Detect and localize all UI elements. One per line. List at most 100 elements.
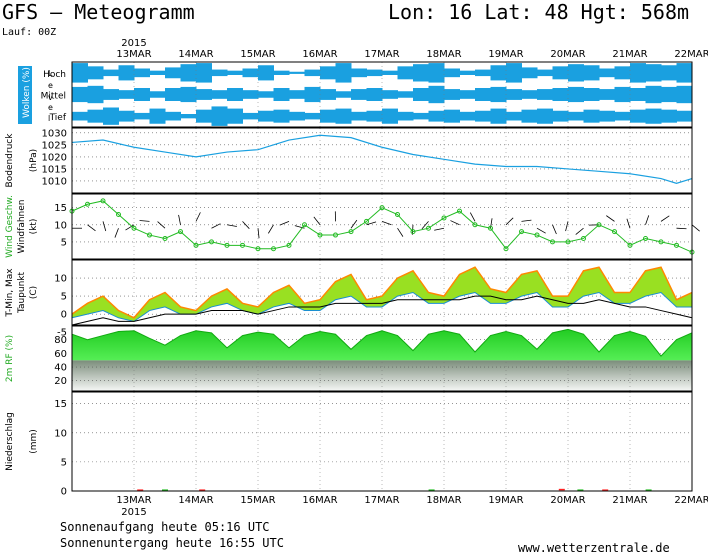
sunrise-text: Sonnenaufgang heute 05:16 UTC — [60, 520, 270, 534]
cloud-cell-tief — [304, 112, 321, 120]
bottom-tick-label: 20MAR — [550, 495, 585, 506]
clouds-frame — [71, 61, 693, 128]
top-tick-label: 15MAR — [240, 49, 275, 60]
y-tick-label: 40 — [54, 363, 67, 374]
cloud-cell-hoch — [227, 70, 243, 75]
cloud-cell-tief — [506, 111, 522, 121]
cloud-level-label: Tief — [49, 113, 67, 123]
top-time-axis: 13MAR 14MAR 15MAR 16MAR 17MAR 18MAR 19MAR 20MAR… — [116, 38, 708, 60]
wind-speed-point — [612, 229, 617, 235]
cloud-cell-tief — [521, 109, 538, 123]
cloud-cell-hoch — [490, 65, 507, 81]
cloud-cell-mittel — [552, 88, 569, 101]
precip-bar — [602, 489, 609, 491]
precip-bar — [428, 489, 435, 491]
cloud-cell-hoch — [537, 69, 553, 77]
wind-barb — [279, 220, 290, 226]
cloud-cell-mittel — [242, 90, 259, 99]
cloud-cell-mittel — [227, 88, 243, 101]
cloud-cell-hoch — [211, 69, 228, 77]
top-tick-label: 18MAR — [426, 49, 461, 60]
y-tick-label: 60 — [54, 349, 67, 360]
wind-barb — [505, 217, 514, 226]
cloud-cell-mittel — [506, 89, 522, 100]
cloud-cell-tief — [87, 109, 104, 123]
cloud-cell-tief — [676, 110, 693, 122]
precipitation-ylabel: Niederschlag — [5, 412, 15, 471]
wind-barb — [268, 224, 274, 234]
cloud-cell-hoch — [630, 63, 646, 83]
y-tick-label: -5 — [57, 328, 67, 339]
y-tick-label: 1010 — [42, 176, 67, 187]
cloud-cell-tief — [552, 110, 569, 122]
cloud-cell-mittel — [351, 89, 367, 100]
wind-barb — [139, 220, 150, 222]
top-tick-label: 20MAR — [550, 49, 585, 60]
cloud-cell-hoch — [599, 68, 615, 78]
wind-barb — [660, 215, 670, 222]
precip-bar — [137, 489, 144, 491]
y-tick-label: 20 — [54, 376, 67, 387]
cloud-cell-mittel — [645, 85, 662, 104]
wind-barb — [195, 212, 201, 222]
y-tick-label: 5 — [61, 292, 67, 303]
precipitation-frame — [71, 391, 693, 492]
cloud-cell-tief — [351, 111, 367, 121]
wind-speed-point — [457, 208, 462, 214]
cloud-cell-hoch — [366, 69, 383, 77]
cloud-cell-mittel — [676, 85, 693, 104]
cloud-cell-hoch — [397, 66, 414, 80]
cloud-cell-mittel — [413, 88, 429, 101]
cloud-cell-mittel — [134, 88, 150, 101]
sunset-text: Sonnenuntergang heute 16:55 UTC — [60, 536, 284, 550]
top-tick-label: 22MAR — [674, 49, 708, 60]
y-tick-label: 10 — [54, 220, 67, 231]
cloud-cell-tief — [103, 107, 119, 125]
bottom-tick-label: 13MAR — [116, 495, 151, 506]
cloud-cell-mittel — [599, 89, 615, 100]
temperature-ylabel2: Taupunkt — [17, 271, 27, 314]
cloud-cell-tief — [258, 110, 274, 122]
level-letter: L — [48, 69, 53, 78]
y-tick-label: 1015 — [42, 164, 67, 175]
cloud-cell-tief — [661, 109, 677, 123]
wind-barb — [397, 227, 404, 237]
wind-speed-point — [131, 225, 137, 231]
wind-barb — [226, 224, 237, 227]
wind-barb — [434, 227, 445, 231]
cloud-level-label: Hoch — [43, 70, 66, 80]
temperature-frame — [71, 259, 693, 326]
wind-speed-point — [395, 212, 400, 218]
temperature-ylabel: T-Min, Max — [5, 268, 15, 318]
cloud-cell-mittel — [196, 89, 212, 100]
humidity-area — [72, 329, 692, 361]
cloud-cell-tief — [366, 110, 383, 122]
cloud-cell-hoch — [258, 65, 274, 81]
wind-barb — [676, 227, 687, 230]
humidity-frame — [71, 325, 693, 392]
site-link[interactable]: www.wetterzentrale.de — [518, 541, 670, 553]
top-tick-label: 14MAR — [178, 49, 213, 60]
cloud-cell-tief — [444, 109, 460, 123]
cloud-cell-mittel — [273, 88, 290, 101]
cloud-cell-hoch — [428, 63, 445, 83]
y-tick-label: 15 — [54, 203, 67, 214]
cloud-cell-hoch — [583, 65, 600, 81]
wind-barb — [294, 225, 305, 229]
wind-speed-line — [71, 200, 693, 253]
wind-barb — [645, 215, 650, 225]
bottom-tick-label: 18MAR — [426, 495, 461, 506]
cloud-cell-hoch — [273, 70, 290, 75]
cloud-cell-tief — [149, 108, 166, 124]
wind-barb — [87, 224, 96, 232]
wind-barb — [242, 221, 250, 229]
cloud-cell-hoch — [506, 63, 522, 83]
cloud-cell-mittel — [211, 90, 228, 99]
precip-bar — [199, 489, 206, 491]
cloud-cell-tief — [583, 109, 600, 123]
cloud-cell-tief — [599, 110, 615, 122]
cloud-cell-mittel — [630, 88, 646, 101]
